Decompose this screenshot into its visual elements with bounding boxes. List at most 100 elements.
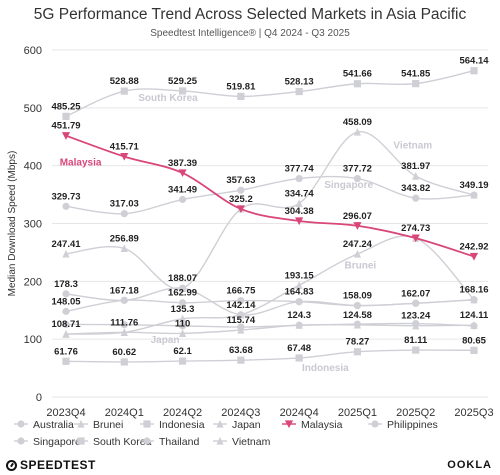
legend-item-label: Singapore (33, 436, 81, 448)
data-label-singapore: 329.73 (51, 191, 80, 202)
data-point-indonesia (120, 358, 128, 366)
data-label-indonesia: 62.1 (173, 346, 192, 357)
data-label-indonesia: 60.62 (112, 347, 136, 358)
data-label-vietnam: 458.09 (343, 117, 372, 128)
y-tick-label: 400 (24, 161, 42, 173)
x-tick-label: 2025Q3 (454, 407, 493, 419)
data-point-philippines (237, 311, 245, 319)
data-point-philippines (470, 296, 478, 304)
data-point-singapore (353, 174, 362, 183)
data-point-indonesia (62, 357, 70, 365)
series-annotation: Malaysia (60, 158, 102, 169)
x-tick-label: 2023Q4 (46, 407, 85, 419)
data-point-singapore (412, 194, 420, 202)
y-tick-label: 500 (24, 103, 42, 115)
data-label-japan: 124.11 (460, 310, 489, 321)
data-label-australia: 162.07 (401, 288, 430, 299)
legend-marker (216, 436, 224, 445)
data-point-malaysia (178, 169, 187, 178)
data-point-malaysia (353, 222, 362, 230)
data-label-philippines: 178.3 (54, 279, 78, 290)
data-point-vietnam (470, 190, 478, 199)
legend-item-label: Thailand (159, 436, 199, 448)
data-label-singapore: 349.19 (459, 180, 488, 191)
data-point-australia (237, 296, 245, 305)
data-label-malaysia: 325.2 (229, 194, 253, 205)
data-point-south-korea (120, 87, 128, 95)
series-annotation: Japan (151, 335, 180, 346)
y-tick-label: 100 (24, 334, 42, 346)
data-label-australia: 167.18 (110, 285, 139, 296)
data-point-indonesia (178, 357, 187, 365)
data-point-philippines (295, 298, 303, 306)
speedtest-brand: SPEEDTEST (20, 458, 96, 472)
data-label-vietnam: 247.41 (51, 239, 81, 250)
data-label-australia: 158.09 (343, 291, 372, 302)
data-label-singapore: 377.72 (343, 164, 372, 175)
x-tick-label: 2024Q3 (221, 407, 260, 419)
data-point-indonesia (353, 348, 362, 356)
data-point-brunei (295, 281, 303, 289)
data-label-vietnam: 256.89 (110, 233, 139, 244)
data-label-south-korea: 485.25 (51, 101, 81, 112)
data-point-south-korea (353, 80, 362, 88)
data-point-malaysia (411, 234, 420, 243)
series-annotation: Indonesia (302, 363, 349, 374)
chart-subtitle: Speedtest Intelligence® | Q4 2024 - Q3 2… (150, 28, 350, 39)
data-point-brunei (353, 249, 362, 258)
y-tick-label: 0 (36, 392, 42, 404)
data-label-indonesia: 63.68 (229, 345, 253, 356)
data-label-south-korea: 564.14 (459, 56, 489, 67)
series-annotation: Brunei (345, 261, 377, 272)
data-label-australia: 164.83 (285, 287, 314, 298)
data-point-indonesia (237, 356, 245, 364)
data-point-vietnam (353, 127, 362, 136)
data-point-malaysia (236, 205, 245, 214)
legend-marker (17, 437, 25, 445)
x-tick-label: 2024Q2 (163, 407, 202, 419)
data-point-vietnam (178, 284, 187, 292)
data-label-brunei: 193.15 (285, 270, 315, 281)
data-label-south-korea: 529.25 (168, 76, 198, 87)
legend-marker (17, 420, 25, 428)
data-label-australia: 168.16 (459, 285, 488, 296)
data-point-south-korea (295, 87, 303, 96)
data-point-vietnam (412, 171, 420, 180)
data-point-thailand (470, 322, 478, 330)
data-point-vietnam (62, 249, 70, 258)
data-label-australia: 162.99 (168, 288, 197, 299)
data-point-south-korea (62, 112, 70, 120)
data-point-thailand (353, 320, 362, 328)
data-label-japan: 124.3 (287, 310, 311, 321)
data-label-indonesia: 81.11 (404, 335, 428, 346)
data-point-south-korea (237, 92, 245, 100)
data-point-vietnam (120, 244, 128, 253)
data-point-philippines (412, 299, 420, 307)
data-point-thailand (237, 323, 245, 331)
x-tick-label: 2024Q4 (280, 407, 319, 419)
data-label-brunei: 111.76 (110, 317, 138, 328)
data-label-south-korea: 519.81 (226, 81, 256, 92)
data-label-indonesia: 67.48 (287, 343, 311, 354)
data-label-south-korea: 541.85 (401, 69, 431, 80)
data-point-malaysia (61, 132, 71, 140)
data-label-malaysia: 387.39 (168, 158, 197, 169)
x-tick-label: 2024Q1 (105, 407, 144, 419)
data-point-singapore (178, 195, 187, 204)
data-label-brunei: 135.3 (171, 304, 195, 315)
data-point-singapore (62, 202, 70, 210)
y-axis-label: Median Download Speed (Mbps) (7, 151, 18, 297)
data-point-thailand (120, 321, 128, 329)
data-point-thailand (412, 319, 420, 328)
legend-marker (143, 437, 151, 445)
series-annotation: Singapore (324, 180, 373, 191)
data-label-indonesia: 78.27 (346, 337, 370, 348)
data-label-brunei: 142.14 (226, 300, 256, 311)
legend-item-label: Vietnam (232, 436, 271, 448)
data-label-malaysia: 296.07 (343, 211, 372, 222)
ookla-logo: OOKLA (447, 459, 492, 471)
data-label-malaysia: 304.38 (285, 206, 314, 217)
data-label-brunei: 274.73 (401, 223, 430, 234)
data-label-australia: 166.75 (226, 286, 256, 297)
data-point-malaysia (469, 252, 479, 261)
